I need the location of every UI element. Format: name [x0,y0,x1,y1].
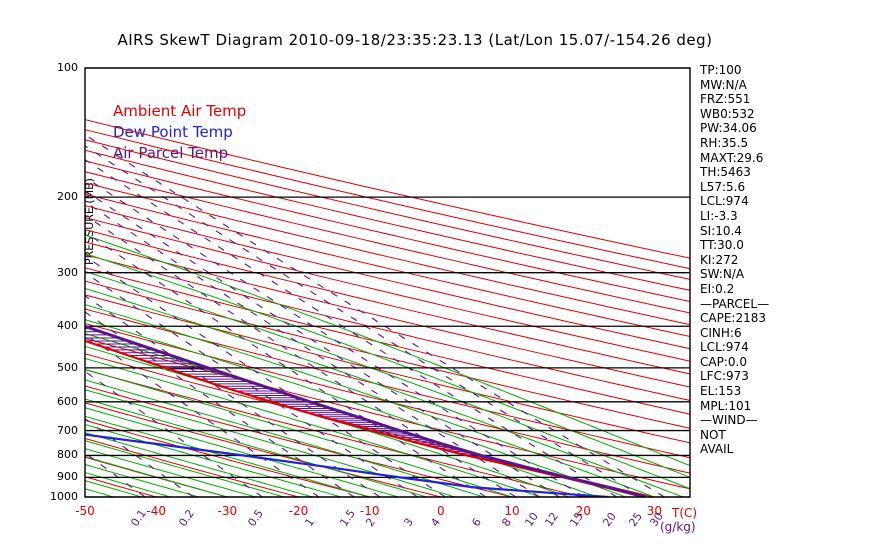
plot-border [84,67,691,498]
saturated-adiabat-lines [85,234,690,497]
stat-line-2: FRZ:551 [700,92,751,107]
bottom-temp-tick-0: 0 [437,504,445,518]
stat-line-14: SW:N/A [700,267,745,282]
x-axis-temperature-label: T(C) [672,506,698,520]
stat-line-16: —PARCEL— [700,296,770,311]
pressure-tick-1000: 1000 [50,490,78,503]
bottom-temp-tick-30: 30 [646,504,663,518]
stat-line-1: MW:N/A [700,77,747,92]
page-title: AIRS SkewT Diagram 2010-09-18/23:35:23.1… [117,31,713,49]
stat-line-17: CAPE:2183 [700,311,766,326]
stat-line-7: TH:5463 [700,165,751,180]
sounding-statistics-panel: TP:100 MW:N/A FRZ:551 WB0:532 PW:34.06 RH:35.… [700,63,820,457]
stat-line-26: AVAIL [700,442,734,457]
pressure-tick-100: 100 [57,61,78,74]
stat-line-23: MPL:101 [700,398,752,413]
stat-line-5: RH:35.5 [700,135,749,150]
sounding-curves [85,324,647,497]
bottom-temp-tick--50: -50 [75,504,95,518]
stat-line-9: LCL:974 [700,194,749,209]
stat-line-0: TP:100 [700,63,742,77]
cape-hatch-region [85,328,646,497]
stat-line-18: CINH:6 [700,325,742,340]
mixing-ratio-lines [85,134,665,497]
x-axis-mixing-ratio-label: (g/kg) [660,520,696,534]
bottom-temp-tick-20: 20 [575,504,591,518]
stat-line-11: SI:10.4 [700,223,742,238]
pressure-tick-400: 400 [57,319,78,333]
stat-line-15: EI:0.2 [700,281,735,296]
stat-line-13: KI:272 [700,252,739,267]
pressure-tick-900: 900 [57,470,78,484]
bottom-temp-tick--30: -30 [217,504,238,518]
stat-line-12: TT:30.0 [700,238,744,253]
bottom-temp-tick--10: -10 [359,504,380,518]
pressure-tick-200: 200 [57,190,78,204]
stat-line-22: EL:153 [700,384,742,399]
stat-line-3: WB0:532 [700,106,755,121]
bottom-temp-tick--20: -20 [288,504,309,518]
stat-line-25: NOT [700,427,726,442]
bottom-temp-tick--40: -40 [146,504,166,518]
stat-line-20: CAP:0.0 [700,354,747,369]
legend-ambient-air-temp: Ambient Air Temp [113,102,247,120]
pressure-tick-800: 800 [57,448,78,462]
stat-line-24: —WIND— [700,413,758,428]
stat-line-21: LFC:973 [700,369,749,384]
stat-line-6: MAXT:29.6 [700,150,764,165]
stat-line-10: LI:-3.3 [700,208,738,223]
bottom-temp-tick-10: 10 [504,504,520,518]
pressure-tick-600: 600 [57,394,78,408]
stat-line-8: L57:5.6 [700,179,746,194]
stat-line-19: LCL:974 [700,340,749,355]
pressure-tick-700: 700 [57,423,78,437]
dry-adiabat-lines [85,119,690,497]
legend-dew-point-temp: Dew Point Temp [113,123,233,141]
stat-line-4: PW:34.06 [700,121,757,136]
pressure-tick-500: 500 [57,360,78,374]
pressure-tick-300: 300 [57,265,78,279]
